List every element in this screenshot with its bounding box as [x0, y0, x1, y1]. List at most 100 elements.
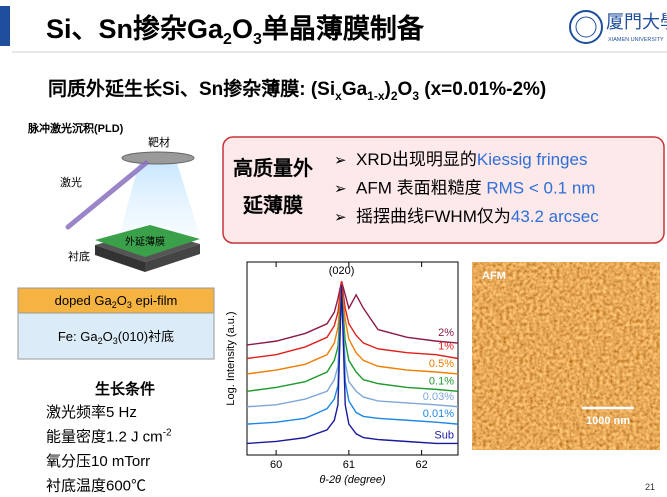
- substrate-box: [17, 312, 215, 360]
- bullet-part: AFM 表面粗糙度: [356, 179, 486, 198]
- condition-part: 能量密度1.2 J cm: [46, 429, 163, 446]
- film-box: [17, 287, 215, 314]
- subtitle-sub: 3: [412, 89, 419, 103]
- series-label: 2%: [438, 327, 454, 339]
- series-label: 0.5%: [429, 358, 454, 370]
- scale-label: 1000 nm: [586, 415, 630, 427]
- condition-part: 氧分压10 mTorr: [46, 453, 150, 470]
- title-part: Si、Sn掺杂Ga: [46, 13, 224, 44]
- x-axis-label: θ-2θ (degree): [319, 474, 386, 486]
- series-line: [246, 290, 459, 393]
- substrate-side: [95, 245, 145, 272]
- conditions-list: 激光频率5 Hz 能量密度1.2 J cm-2 氧分压10 mTorr 衬底温度600…: [46, 404, 172, 495]
- target: [121, 151, 195, 165]
- highlight-title: 高质量外: [233, 156, 313, 180]
- film-box-label: doped Ga2O3 epi-film: [55, 293, 178, 310]
- substrate-label: 衬底: [68, 249, 90, 263]
- series-line: [246, 285, 458, 445]
- subtitle-part: O: [398, 79, 413, 100]
- bullet-symbol: ➢: [334, 152, 347, 169]
- layer-sub: 2: [98, 336, 103, 346]
- plot-frame: [246, 261, 459, 456]
- bullet-symbol: ➢: [334, 209, 347, 226]
- bullet-list: ➢ XRD出现明显的Kiessig fringes ➢ AFM 表面粗糙度 RMS <…: [334, 150, 599, 226]
- laser-label: 激光: [60, 175, 82, 189]
- subtitle-part: 同质外延生长Si、Sn掺杂薄膜: (Si: [48, 77, 335, 100]
- afm-label: AFM: [482, 270, 506, 282]
- series-label: 0.1%: [429, 375, 454, 387]
- layer-sub: 2: [112, 300, 117, 310]
- film-label: 外延薄膜: [125, 235, 165, 248]
- y-axis-label: Log. Intensity (a.u.): [225, 311, 237, 405]
- condition-part: 衬底温度600℃: [46, 478, 146, 495]
- series-line: [246, 285, 459, 375]
- layer-part: doped Ga: [55, 293, 113, 308]
- highlight-box: [222, 136, 665, 244]
- subtitle-sub: x: [335, 89, 342, 103]
- layer-part: (010)衬底: [118, 329, 174, 344]
- condition: 氧分压10 mTorr: [46, 453, 150, 470]
- substrate-side: [145, 244, 200, 272]
- subtitle-part: (x=0.01%-2%): [419, 79, 546, 100]
- layer-part: epi-film: [132, 293, 178, 308]
- subtitle-part: ): [385, 79, 391, 100]
- bullet: AFM 表面粗糙度 RMS < 0.1 nm: [356, 179, 595, 198]
- subtitle-part: Ga: [342, 79, 368, 100]
- series-line: [246, 281, 459, 360]
- slide-title: Si、Sn掺杂Ga2O3单晶薄膜制备: [46, 13, 425, 48]
- header-bar: [0, 6, 10, 46]
- substrate-box-label: Fe: Ga2O3(010)衬底: [58, 329, 174, 346]
- target-label: 靶材: [148, 135, 170, 149]
- title-sub: 3: [253, 31, 262, 48]
- bullet-highlight: 43.2 arcsec: [511, 207, 599, 226]
- layer-part: O: [103, 329, 113, 344]
- x-tick-label: 62: [415, 459, 427, 471]
- bullet: XRD出现明显的Kiessig fringes: [356, 150, 587, 169]
- title-part: 单晶薄膜制备: [262, 14, 425, 44]
- bullet-highlight: Kiessig fringes: [477, 150, 588, 169]
- subtitle-sub: 2: [391, 89, 398, 103]
- xrd-chart: 60 61 62 θ-2θ (degree) Log. Intensity (a.u.)…: [225, 261, 459, 486]
- subtitle: 同质外延生长Si、Sn掺杂薄膜: (SixGa1-x)2O3 (x=0.01%-…: [48, 77, 546, 103]
- series-line: [246, 292, 459, 408]
- series-label: 1%: [438, 341, 454, 353]
- bullet-part: 摇摆曲线FWHM仅为: [356, 207, 511, 226]
- series-line: [246, 288, 459, 425]
- series-label: 0.01%: [423, 408, 454, 420]
- afm-image: [472, 262, 660, 450]
- highlight-title: 延薄膜: [242, 193, 303, 217]
- condition-part: 激光频率5 Hz: [46, 404, 137, 421]
- series-line: [246, 281, 459, 346]
- title-part: O: [232, 14, 253, 44]
- layer-sub: 3: [127, 300, 132, 310]
- layer-sub: 3: [113, 336, 118, 346]
- logo-emblem: [575, 16, 597, 38]
- page-number: 21: [645, 482, 655, 492]
- bullet-symbol: ➢: [334, 181, 347, 198]
- series-label: Sub: [434, 429, 454, 441]
- logo-emblem: [569, 10, 603, 44]
- laser-beam: [65, 160, 149, 230]
- x-tick-label: 61: [343, 459, 355, 471]
- series-label: 0.03%: [423, 391, 454, 403]
- bullet-part: XRD出现明显的: [356, 150, 477, 169]
- layer-part: Fe: Ga: [58, 329, 99, 344]
- condition: 激光频率5 Hz: [46, 404, 137, 421]
- condition: 衬底温度600℃: [46, 478, 146, 495]
- condition: 能量密度1.2 J cm-2: [46, 428, 172, 446]
- film-layer: [95, 225, 200, 257]
- subtitle-sub: 1-x: [367, 89, 385, 103]
- x-tick-label: 60: [270, 459, 282, 471]
- title-sub: 2: [223, 31, 232, 48]
- logo-subtext: XIAMEN UNIVERSITY: [608, 37, 664, 43]
- condition-sup: -2: [163, 428, 172, 439]
- conditions-title: 生长条件: [95, 380, 155, 398]
- bullet-highlight: RMS < 0.1 nm: [486, 179, 595, 198]
- pld-title: 脉冲激光沉积(PLD): [27, 121, 124, 135]
- layer-part: O: [117, 293, 127, 308]
- peak-annotation: (020): [329, 265, 355, 277]
- bullet: 摇摆曲线FWHM仅为43.2 arcsec: [356, 207, 599, 226]
- plume: [118, 160, 200, 240]
- logo-text: 厦門大學: [606, 12, 667, 32]
